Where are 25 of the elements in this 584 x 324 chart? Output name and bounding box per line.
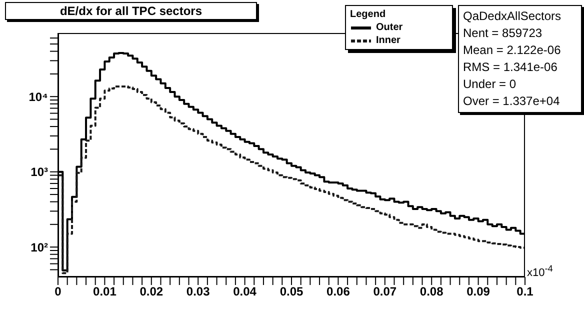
annotation: Mean = 2.122e-06	[463, 43, 561, 57]
x-tick-label: 0.05	[280, 284, 304, 299]
annotation: Over = 1.337e+04	[463, 94, 560, 108]
annotation: RMS = 1.341e-06	[463, 60, 558, 74]
legend-label: Inner	[376, 34, 400, 47]
chart-title: dE/dx for all TPC sectors	[60, 4, 202, 18]
x-axis-title: x10$^{-4}$	[527, 263, 553, 279]
y-tick-label: 10³	[30, 165, 48, 180]
legend-label: Outer	[376, 21, 403, 34]
y-tick-label: 10⁴	[28, 90, 48, 104]
x-tick-label: 0.08	[420, 284, 444, 299]
x-tick-label: 0.03	[186, 284, 210, 299]
x-tick-label: 0.04	[233, 284, 257, 299]
annotation: Nent = 859723	[463, 26, 542, 40]
x-tick-label: 0.02	[140, 284, 164, 299]
x-tick-label: 0.09	[466, 284, 490, 299]
y-tick-label: 10²	[30, 240, 48, 254]
annotation: Under = 0	[463, 77, 516, 91]
legend-title: Legend	[350, 9, 386, 20]
x-tick-label: 0.07	[373, 284, 397, 299]
x-tick-label: 0.06	[326, 284, 350, 299]
x-tick-label: 0.1	[516, 284, 534, 299]
x-tick-label: 0.01	[93, 284, 117, 299]
text: QaDedxAllSectors	[463, 9, 562, 23]
x-tick-label: 0	[54, 284, 62, 299]
